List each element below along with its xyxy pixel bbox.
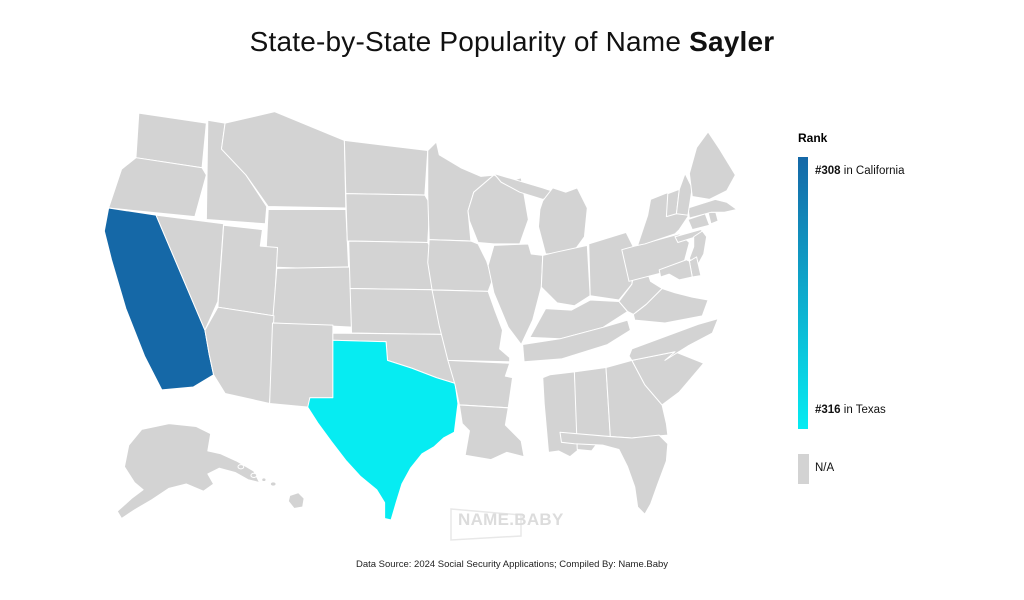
state-illinois (487, 243, 544, 346)
state-florida (559, 431, 669, 515)
page-title: State-by-State Popularity of Name Sayler (0, 26, 1024, 58)
state-hawaii-island-3 (261, 477, 267, 482)
legend-na-swatch (798, 454, 809, 484)
state-arizona (204, 306, 275, 405)
state-new-hampshire (675, 172, 693, 216)
state-montana (220, 111, 347, 209)
state-long-island (674, 229, 706, 244)
state-hawaii-island-2 (250, 472, 258, 479)
state-colorado (271, 266, 355, 328)
legend-rank-texas: #316 (815, 404, 841, 416)
gradient-rect (798, 157, 808, 429)
legend-gradient-bar (798, 157, 808, 429)
watermark: NAME.BABY (449, 505, 569, 545)
state-north-dakota (343, 139, 429, 196)
state-texas (307, 339, 459, 521)
legend-label-texas: #316 in Texas (815, 404, 886, 416)
legend-rank-california: #308 (815, 165, 841, 177)
state-maine (688, 131, 736, 200)
state-arkansas (447, 359, 514, 409)
state-alaska (116, 423, 261, 520)
state-louisiana (458, 404, 525, 461)
title-name: Sayler (689, 26, 775, 57)
state-massachusetts (687, 198, 738, 219)
states-layer (103, 111, 738, 521)
state-hawaii-big-island (287, 492, 305, 509)
state-north-carolina (628, 318, 719, 361)
state-indiana (540, 244, 591, 307)
us-choropleth-map (103, 111, 738, 521)
source-note: Data Source: 2024 Social Security Applic… (355, 559, 669, 570)
state-hawaii-island-1 (237, 464, 245, 470)
state-iowa (427, 239, 493, 292)
state-south-dakota (345, 193, 431, 244)
state-michigan (537, 187, 588, 255)
state-oregon (108, 157, 207, 218)
state-maryland (658, 259, 693, 281)
watermark-flag-outline (450, 508, 522, 541)
legend-suffix-california: in California (840, 165, 905, 177)
state-hawaii-island-4 (269, 481, 277, 487)
legend-label-california: #308 in California (815, 165, 905, 177)
legend-title: Rank (798, 131, 828, 145)
state-wyoming (264, 208, 350, 271)
watermark-text: NAME.BABY (458, 510, 564, 529)
legend-suffix-texas: in Texas (840, 404, 886, 416)
state-new-mexico (269, 322, 334, 408)
watermark-flag-icon (450, 508, 522, 541)
state-missouri (431, 289, 511, 363)
state-tennessee (522, 319, 631, 363)
title-prefix: State-by-State Popularity of Name (249, 26, 690, 57)
legend-na-label: N/A (815, 462, 835, 474)
